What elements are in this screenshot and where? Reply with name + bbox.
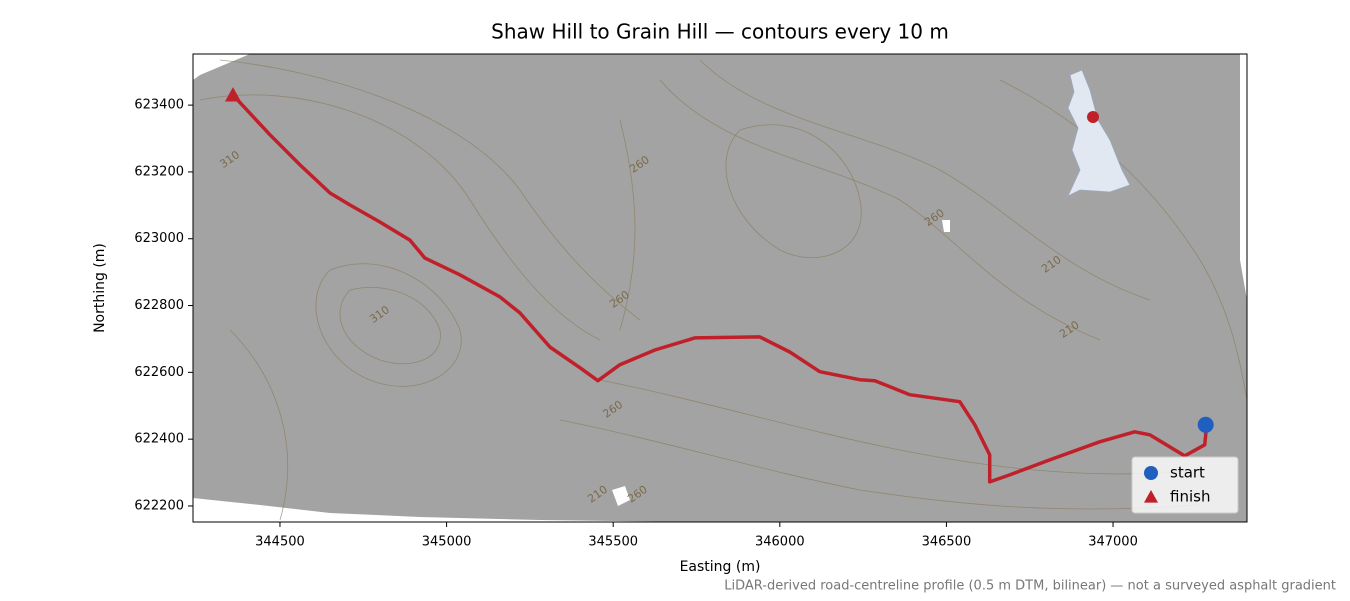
legend-label: start bbox=[1170, 464, 1205, 482]
no-data bbox=[942, 220, 950, 232]
y-tick-label: 623200 bbox=[134, 164, 184, 179]
y-tick-label: 623400 bbox=[134, 98, 184, 113]
x-tick-label: 345500 bbox=[588, 535, 638, 550]
x-tick-label: 346000 bbox=[755, 535, 805, 550]
no-data bbox=[193, 54, 250, 80]
no-data bbox=[612, 486, 630, 506]
x-tick-label: 345000 bbox=[422, 535, 472, 550]
no-data bbox=[193, 498, 700, 522]
x-axis-label: Easting (m) bbox=[680, 559, 761, 575]
no-data bbox=[1240, 54, 1247, 300]
marker-circle bbox=[1197, 416, 1214, 433]
x-tick-label: 344500 bbox=[255, 535, 305, 550]
y-tick-label: 623000 bbox=[134, 231, 184, 246]
y-tick-label: 622600 bbox=[134, 365, 184, 380]
y-tick-label: 622800 bbox=[134, 298, 184, 313]
chart-title: Shaw Hill to Grain Hill — contours every… bbox=[491, 20, 949, 44]
inset-map bbox=[1067, 69, 1131, 197]
plot-frame bbox=[192, 53, 1248, 523]
route-line bbox=[231, 93, 1209, 484]
x-tick-label: 346500 bbox=[922, 535, 972, 550]
legend-swatch bbox=[1144, 466, 1158, 480]
legend-box bbox=[1131, 456, 1239, 514]
x-tick-label: 347000 bbox=[1088, 535, 1138, 550]
hillshade bbox=[193, 54, 1247, 522]
legend-label: finish bbox=[1170, 488, 1210, 506]
marker-triangle bbox=[224, 87, 241, 102]
inset-location bbox=[1087, 111, 1099, 123]
contours bbox=[199, 59, 1247, 521]
terrain bbox=[193, 54, 1247, 522]
y-axis-label: Northing (m) bbox=[92, 243, 108, 333]
y-tick-label: 622400 bbox=[134, 432, 184, 447]
y-tick-label: 622200 bbox=[134, 498, 184, 513]
footnote: LiDAR-derived road-centreline profile (0… bbox=[724, 579, 1336, 594]
legend-swatch bbox=[1144, 490, 1158, 503]
